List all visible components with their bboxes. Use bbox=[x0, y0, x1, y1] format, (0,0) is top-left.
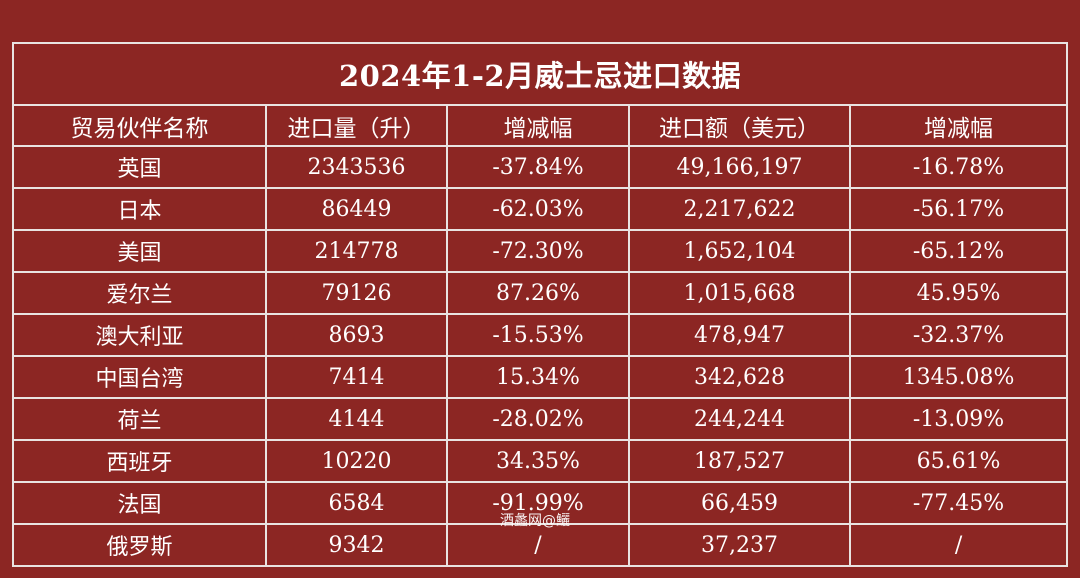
header-import-volume: 进口量（升） bbox=[265, 104, 448, 147]
cell-value: 1,652,104 bbox=[628, 229, 851, 273]
table-row: 中国台湾 7414 15.34% 342,628 1345.08% bbox=[12, 355, 1069, 399]
cell-partner: 澳大利亚 bbox=[12, 313, 267, 357]
table-row: 英国 2343536 -37.84% 49,166,197 -16.78% bbox=[12, 145, 1069, 189]
cell-volume-change: 15.34% bbox=[446, 355, 630, 399]
header-value-change: 增减幅 bbox=[848, 104, 1069, 147]
cell-value: 2,217,622 bbox=[628, 187, 851, 231]
cell-volume-change: / bbox=[446, 523, 630, 567]
table-row: 爱尔兰 79126 87.26% 1,015,668 45.95% bbox=[12, 271, 1069, 315]
import-data-table: 2024年1-2月威士忌进口数据 贸易伙伴名称 进口量（升） 增减幅 进口额（美… bbox=[11, 42, 1069, 567]
cell-volume: 7414 bbox=[265, 355, 448, 399]
table-row: 西班牙 10220 34.35% 187,527 65.61% bbox=[12, 439, 1069, 483]
table-row: 美国 214778 -72.30% 1,652,104 -65.12% bbox=[12, 229, 1069, 273]
cell-volume: 86449 bbox=[265, 187, 448, 231]
cell-volume-change: -62.03% bbox=[446, 187, 630, 231]
cell-value-change: -77.45% bbox=[848, 481, 1069, 525]
cell-volume-change: -91.99% bbox=[446, 481, 630, 525]
cell-partner: 英国 bbox=[12, 145, 267, 189]
cell-partner: 爱尔兰 bbox=[12, 271, 267, 315]
cell-value-change: -32.37% bbox=[848, 313, 1069, 357]
cell-volume: 6584 bbox=[265, 481, 448, 525]
table-row: 澳大利亚 8693 -15.53% 478,947 -32.37% bbox=[12, 313, 1069, 357]
cell-volume: 9342 bbox=[265, 523, 448, 567]
cell-volume-change: -37.84% bbox=[446, 145, 630, 189]
cell-volume: 79126 bbox=[265, 271, 448, 315]
cell-value-change: -16.78% bbox=[848, 145, 1069, 189]
cell-value: 342,628 bbox=[628, 355, 851, 399]
cell-value: 187,527 bbox=[628, 439, 851, 483]
cell-volume-change: -72.30% bbox=[446, 229, 630, 273]
cell-value: 66,459 bbox=[628, 481, 851, 525]
table-row: 法国 6584 -91.99% 66,459 -77.45% bbox=[12, 481, 1069, 525]
cell-value: 478,947 bbox=[628, 313, 851, 357]
cell-volume: 214778 bbox=[265, 229, 448, 273]
cell-volume: 2343536 bbox=[265, 145, 448, 189]
cell-partner: 俄罗斯 bbox=[12, 523, 267, 567]
cell-partner: 中国台湾 bbox=[12, 355, 267, 399]
header-import-value: 进口额（美元） bbox=[628, 104, 851, 147]
header-row: 贸易伙伴名称 进口量（升） 增减幅 进口额（美元） 增减幅 bbox=[12, 104, 1069, 147]
cell-value-change: 1345.08% bbox=[848, 355, 1069, 399]
cell-volume: 4144 bbox=[265, 397, 448, 441]
table-row: 日本 86449 -62.03% 2,217,622 -56.17% bbox=[12, 187, 1069, 231]
header-partner-name: 贸易伙伴名称 bbox=[12, 104, 267, 147]
cell-partner: 西班牙 bbox=[12, 439, 267, 483]
table-title: 2024年1-2月威士忌进口数据 bbox=[11, 42, 1069, 106]
cell-partner: 美国 bbox=[12, 229, 267, 273]
header-volume-change: 增减幅 bbox=[446, 104, 630, 147]
cell-value: 49,166,197 bbox=[628, 145, 851, 189]
cell-value-change: -13.09% bbox=[848, 397, 1069, 441]
cell-value: 37,237 bbox=[628, 523, 851, 567]
cell-value: 244,244 bbox=[628, 397, 851, 441]
cell-partner: 法国 bbox=[12, 481, 267, 525]
cell-volume: 10220 bbox=[265, 439, 448, 483]
cell-volume-change: -28.02% bbox=[446, 397, 630, 441]
cell-volume-change: 34.35% bbox=[446, 439, 630, 483]
cell-volume-change: 87.26% bbox=[446, 271, 630, 315]
cell-value-change: / bbox=[848, 523, 1069, 567]
cell-value-change: 65.61% bbox=[848, 439, 1069, 483]
cell-partner: 荷兰 bbox=[12, 397, 267, 441]
cell-value-change: -65.12% bbox=[848, 229, 1069, 273]
cell-volume: 8693 bbox=[265, 313, 448, 357]
cell-value: 1,015,668 bbox=[628, 271, 851, 315]
watermark: 酒蠡网@鱺 bbox=[500, 513, 570, 529]
cell-value-change: -56.17% bbox=[848, 187, 1069, 231]
cell-value-change: 45.95% bbox=[848, 271, 1069, 315]
cell-volume-change: -15.53% bbox=[446, 313, 630, 357]
table-row: 俄罗斯 9342 / 37,237 / bbox=[12, 523, 1069, 567]
table-row: 荷兰 4144 -28.02% 244,244 -13.09% bbox=[12, 397, 1069, 441]
cell-partner: 日本 bbox=[12, 187, 267, 231]
